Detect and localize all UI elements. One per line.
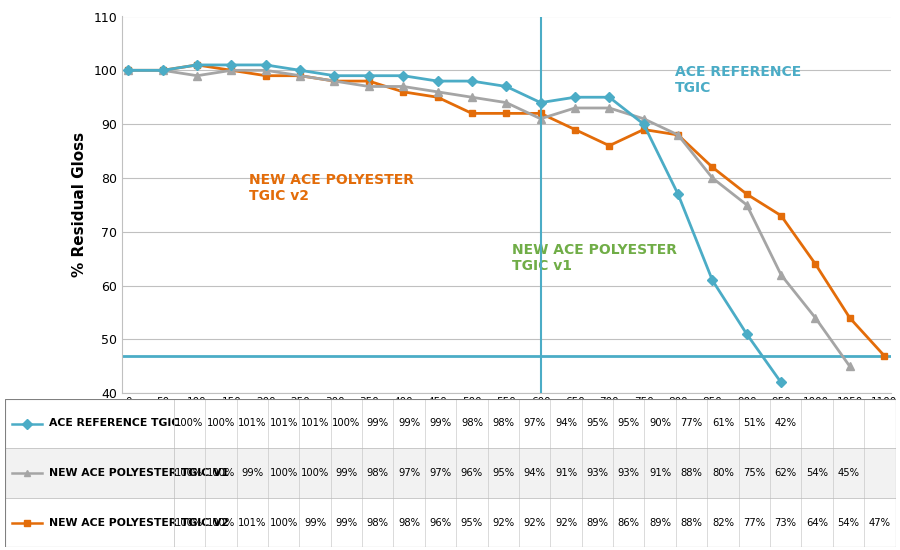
- Text: 97%: 97%: [524, 419, 545, 428]
- Text: NEW ACE POLYESTER
TGIC v2: NEW ACE POLYESTER TGIC v2: [248, 173, 414, 203]
- Text: 86%: 86%: [617, 518, 640, 527]
- Text: 77%: 77%: [743, 518, 765, 527]
- Text: 92%: 92%: [492, 518, 514, 527]
- Text: 98%: 98%: [461, 419, 483, 428]
- Text: 88%: 88%: [680, 468, 703, 478]
- Text: ACE REFERENCE
TGIC: ACE REFERENCE TGIC: [675, 65, 801, 95]
- Text: 100%: 100%: [207, 518, 235, 527]
- Text: 92%: 92%: [555, 518, 577, 527]
- Text: 100%: 100%: [301, 468, 329, 478]
- Text: 98%: 98%: [367, 518, 389, 527]
- Text: 99%: 99%: [336, 518, 357, 527]
- Text: 82%: 82%: [712, 518, 733, 527]
- Text: 89%: 89%: [649, 518, 671, 527]
- Text: 99%: 99%: [429, 419, 452, 428]
- Text: 61%: 61%: [712, 419, 734, 428]
- Text: 98%: 98%: [367, 468, 389, 478]
- Text: 54%: 54%: [837, 518, 859, 527]
- Text: 95%: 95%: [461, 518, 483, 527]
- Text: 100%: 100%: [269, 468, 298, 478]
- Text: 95%: 95%: [617, 419, 640, 428]
- Text: 96%: 96%: [461, 468, 483, 478]
- Text: 100%: 100%: [176, 518, 203, 527]
- Text: 100%: 100%: [176, 468, 203, 478]
- Text: 99%: 99%: [241, 468, 264, 478]
- Text: 100%: 100%: [269, 518, 298, 527]
- Text: 93%: 93%: [617, 468, 640, 478]
- Bar: [4, 399, 896, 448]
- Text: ACE REFERENCE TGIC: ACE REFERENCE TGIC: [50, 419, 179, 428]
- Text: 100%: 100%: [176, 419, 203, 428]
- Text: 91%: 91%: [555, 468, 577, 478]
- Text: 97%: 97%: [398, 468, 420, 478]
- Text: NEW ACE POLYESTER TGIC V2: NEW ACE POLYESTER TGIC V2: [50, 518, 229, 527]
- Text: 98%: 98%: [492, 419, 514, 428]
- Text: 75%: 75%: [743, 468, 765, 478]
- Text: 101%: 101%: [301, 419, 329, 428]
- Text: 101%: 101%: [269, 419, 298, 428]
- Text: NEW ACE POLYESTER TGIC V1: NEW ACE POLYESTER TGIC V1: [50, 468, 229, 478]
- Text: 99%: 99%: [304, 518, 326, 527]
- Text: 94%: 94%: [555, 419, 577, 428]
- Text: 95%: 95%: [586, 419, 608, 428]
- Text: 97%: 97%: [429, 468, 452, 478]
- Text: 100%: 100%: [207, 468, 235, 478]
- Text: 100%: 100%: [207, 419, 235, 428]
- Text: 42%: 42%: [775, 419, 796, 428]
- Text: 73%: 73%: [775, 518, 796, 527]
- Text: 95%: 95%: [492, 468, 514, 478]
- Text: 77%: 77%: [680, 419, 703, 428]
- Text: 96%: 96%: [429, 518, 452, 527]
- Text: 100%: 100%: [332, 419, 361, 428]
- Text: 93%: 93%: [587, 468, 608, 478]
- Text: NEW ACE POLYESTER
TGIC v1: NEW ACE POLYESTER TGIC v1: [512, 243, 677, 273]
- Text: 47%: 47%: [868, 518, 891, 527]
- Text: 90%: 90%: [649, 419, 671, 428]
- Text: 80%: 80%: [712, 468, 733, 478]
- Text: 99%: 99%: [366, 419, 389, 428]
- Text: 62%: 62%: [775, 468, 796, 478]
- Text: 92%: 92%: [524, 518, 545, 527]
- Text: 91%: 91%: [649, 468, 671, 478]
- Text: 101%: 101%: [238, 419, 266, 428]
- Text: 51%: 51%: [743, 419, 765, 428]
- Text: 101%: 101%: [238, 518, 266, 527]
- Bar: [4, 498, 896, 547]
- Text: 64%: 64%: [806, 518, 828, 527]
- Text: 45%: 45%: [837, 468, 859, 478]
- Text: 98%: 98%: [398, 518, 420, 527]
- Text: 89%: 89%: [587, 518, 608, 527]
- Text: 99%: 99%: [336, 468, 357, 478]
- Y-axis label: % Residual Gloss: % Residual Gloss: [71, 133, 86, 277]
- Text: 54%: 54%: [806, 468, 828, 478]
- Text: 99%: 99%: [398, 419, 420, 428]
- Text: 88%: 88%: [680, 518, 703, 527]
- Bar: [4, 448, 896, 498]
- Text: 94%: 94%: [524, 468, 545, 478]
